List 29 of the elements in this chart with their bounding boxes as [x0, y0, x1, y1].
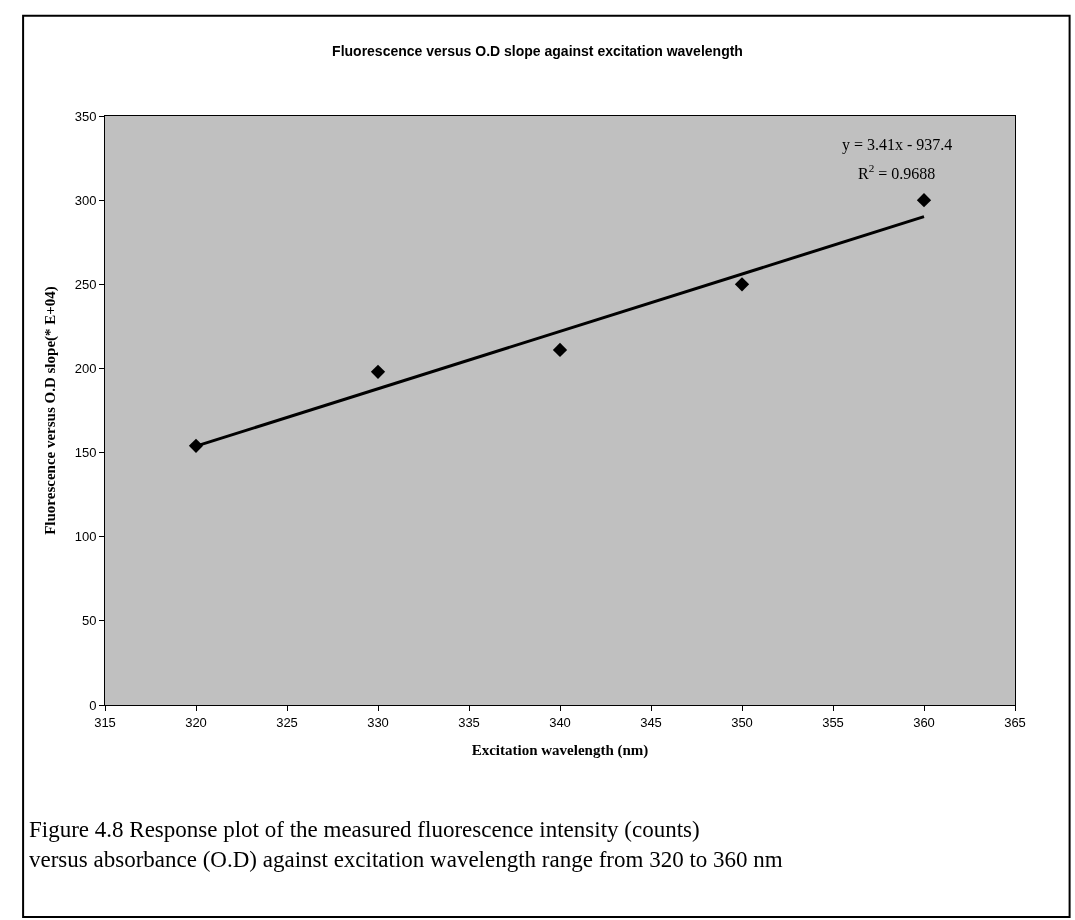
point — [916, 192, 932, 208]
chart-title: Fluorescence versus O.D slope against excitation wavelength — [332, 42, 743, 59]
x-tick-label: 335 — [458, 714, 480, 730]
x-tick-label: 365 — [1004, 714, 1026, 730]
annotation: y = 3.41x - 937.4 — [842, 136, 953, 154]
x-tick-label: 345 — [640, 714, 662, 730]
y-tick-label: 300 — [74, 192, 97, 208]
x-axis-title: Excitation wavelength (nm) — [471, 741, 649, 759]
x-tick-label: 350 — [731, 714, 753, 730]
y-tick-label: 250 — [74, 276, 97, 292]
point — [552, 342, 568, 358]
y-tick-label: 50 — [81, 613, 97, 629]
y-tick-label: 100 — [74, 529, 97, 545]
x-tick-label: 325 — [276, 714, 298, 730]
x-tick-label: 320 — [185, 714, 207, 730]
caption: Figure 4.8 Response plot of the measured fluorescence intensity (counts) versus absorbance (O.D) against excitation wavelength range from 320 to 360 nm — [29, 817, 783, 872]
y-tick-label: 200 — [74, 360, 97, 376]
annotation: R$^{2}$ = 0.9688 — [858, 162, 936, 182]
point — [734, 277, 750, 292]
point — [370, 364, 386, 379]
x-tick-label: 330 — [367, 714, 389, 730]
y-axis-title: Fluorescence versus O.D slope(* E+04) — [41, 286, 59, 535]
x-tick-label: 355 — [822, 714, 844, 730]
y-tick-label: 0 — [89, 697, 97, 713]
y-tick-label: 350 — [74, 108, 97, 124]
x-tick-label: 360 — [913, 714, 935, 730]
x-tick-label: 315 — [94, 714, 116, 730]
x-tick-label: 340 — [549, 714, 571, 730]
y-tick-label: 150 — [74, 445, 97, 461]
